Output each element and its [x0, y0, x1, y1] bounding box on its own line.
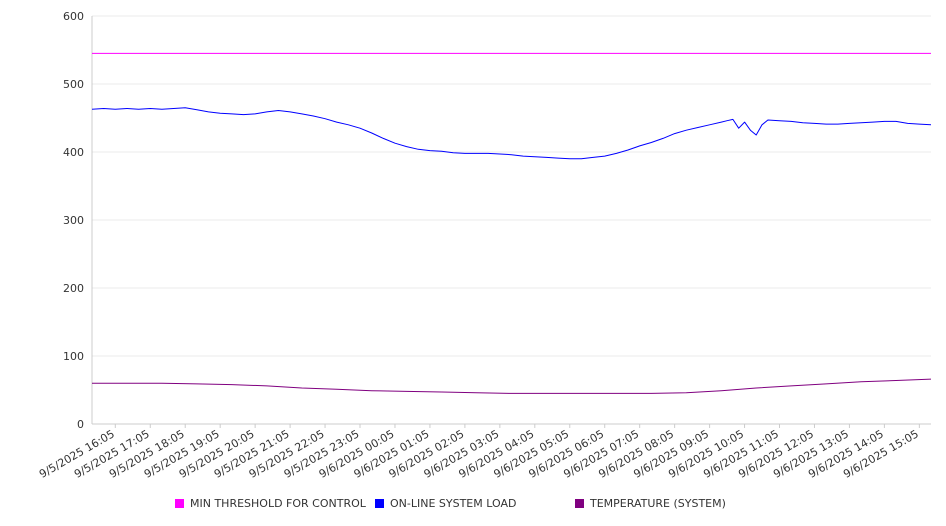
y-tick-labels: 0 100 200 300 400 500 600 — [63, 10, 84, 431]
y-tick-label: 500 — [63, 78, 84, 91]
legend-item-min-threshold: MIN THRESHOLD FOR CONTROL — [175, 497, 366, 510]
legend-item-system-load: ON-LINE SYSTEM LOAD — [375, 497, 516, 510]
y-tick-label: 200 — [63, 282, 84, 295]
series-lines — [91, 52, 932, 394]
series-line-2 — [92, 378, 932, 394]
grid-lines — [92, 15, 931, 357]
series-line-1 — [91, 107, 932, 160]
legend-swatch-min-threshold — [175, 499, 184, 508]
x-tick-labels: 9/5/2025 16:059/5/2025 17:059/5/2025 18:… — [37, 427, 921, 481]
y-tick-label: 0 — [77, 418, 84, 431]
legend-label-min-threshold: MIN THRESHOLD FOR CONTROL — [190, 497, 366, 510]
legend: MIN THRESHOLD FOR CONTROL ON-LINE SYSTEM… — [0, 497, 946, 515]
legend-swatch-system-load — [375, 499, 384, 508]
line-chart: 0 100 200 300 400 500 600 9/5/2025 16:059/5/20… — [37, 10, 932, 481]
axes — [91, 16, 931, 428]
legend-label-temperature: TEMPERATURE (SYSTEM) — [590, 497, 726, 510]
legend-item-temperature: TEMPERATURE (SYSTEM) — [575, 497, 726, 510]
y-tick-label: 100 — [63, 350, 84, 363]
legend-swatch-temperature — [575, 499, 584, 508]
y-tick-label: 300 — [63, 214, 84, 227]
y-tick-label: 600 — [63, 10, 84, 23]
legend-label-system-load: ON-LINE SYSTEM LOAD — [390, 497, 517, 510]
y-tick-label: 400 — [63, 146, 84, 159]
